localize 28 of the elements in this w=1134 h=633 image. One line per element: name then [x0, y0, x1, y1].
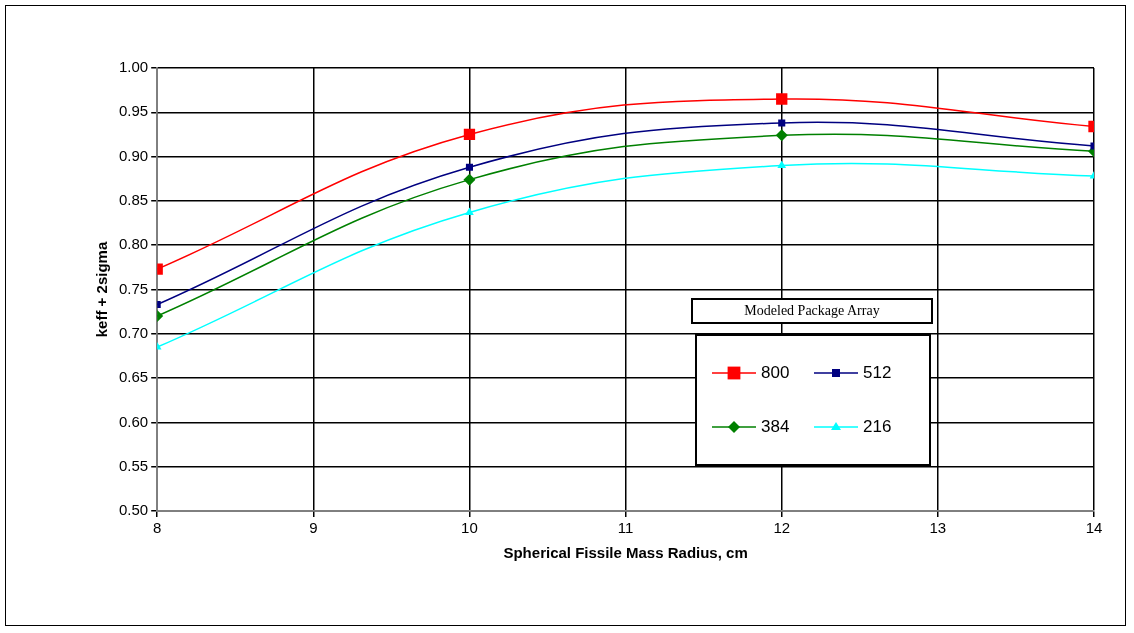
x-tick-label: 13	[929, 519, 947, 537]
x-tick-label: 10	[461, 519, 478, 537]
legend-label: 512	[863, 363, 892, 383]
x-tick-label: 9	[309, 519, 318, 537]
y-tick-label: 1.00	[118, 58, 149, 76]
y-tick-label: 0.85	[118, 191, 149, 209]
y-tick-label: 0.70	[118, 323, 149, 341]
legend-label: 800	[761, 363, 790, 383]
point	[465, 163, 473, 171]
legend-label: 216	[863, 417, 892, 437]
point	[465, 207, 474, 215]
y-tick-label: 0.80	[118, 235, 149, 253]
y-tick-label: 0.55	[118, 456, 149, 474]
point	[778, 119, 786, 127]
y-axis-title: keff + 2sigma	[93, 241, 111, 338]
legend-heading: Modeled Package Array	[691, 298, 933, 324]
x-axis-title: Spherical Fissile Mass Radius, cm	[503, 544, 748, 562]
x-tick-label: 11	[617, 519, 634, 537]
y-tick-label: 0.50	[118, 501, 149, 519]
y-tick-label: 0.95	[118, 102, 149, 120]
x-tick-label: 12	[773, 519, 791, 537]
y-tick-label: 0.65	[118, 368, 149, 386]
legend-label: 384	[761, 417, 790, 437]
x-tick-label: 14	[1085, 519, 1103, 537]
y-tick-label: 0.75	[118, 279, 149, 297]
x-tick-label: 8	[153, 519, 162, 537]
y-tick-label: 0.60	[118, 412, 149, 430]
y-tick-label: 0.90	[118, 146, 149, 164]
